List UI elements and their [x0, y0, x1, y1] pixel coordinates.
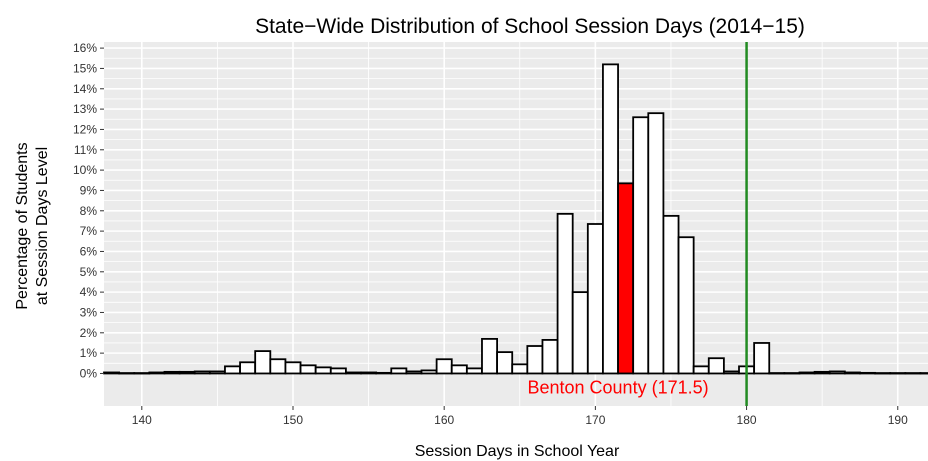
bar — [254, 350, 272, 375]
y-tick-label: 0% — [80, 366, 98, 380]
x-axis-ticks: 140 150 160 170 180 190 — [132, 406, 908, 427]
chart-title: State−Wide Distribution of School Sessio… — [255, 15, 805, 38]
x-tick-label: 160 — [434, 413, 454, 427]
bar — [707, 357, 725, 375]
bar — [224, 365, 241, 375]
bar — [420, 369, 438, 375]
bar — [798, 371, 816, 375]
bar — [843, 371, 861, 375]
bar — [345, 371, 362, 375]
bar — [435, 358, 453, 375]
x-tick-label: 150 — [283, 413, 303, 427]
bar — [390, 367, 408, 375]
y-axis-title-line-1: Percentage of Students — [14, 142, 31, 309]
y-tick-label: 14% — [73, 82, 97, 96]
bar — [889, 372, 907, 375]
bar — [692, 365, 710, 375]
bar — [753, 342, 771, 375]
bar — [859, 371, 876, 375]
grid-lines — [104, 42, 928, 406]
bar-highlight — [617, 182, 635, 375]
bar — [496, 351, 514, 375]
bar — [118, 372, 136, 375]
y-tick-label: 13% — [73, 102, 97, 116]
bar — [148, 371, 166, 375]
bar — [450, 364, 468, 375]
x-tick-label: 180 — [737, 413, 757, 427]
bar — [103, 371, 121, 375]
y-tick-label: 10% — [73, 163, 97, 177]
bar — [904, 372, 922, 375]
x-tick-label: 170 — [585, 413, 605, 427]
bar — [768, 372, 786, 375]
benton-county-annotation: Benton County (171.5) — [527, 378, 708, 398]
y-tick-label: 15% — [73, 61, 97, 75]
bar — [360, 371, 378, 375]
bar — [602, 63, 619, 375]
bar — [813, 370, 831, 375]
bar — [511, 363, 529, 375]
bar — [647, 112, 665, 375]
y-tick-label: 3% — [80, 305, 98, 319]
bar — [284, 361, 302, 375]
y-tick-label: 9% — [80, 183, 98, 197]
bar — [314, 366, 332, 375]
x-axis-title: Session Days in School Year — [415, 443, 620, 460]
bar — [481, 337, 499, 375]
bar — [556, 212, 574, 375]
y-tick-label: 16% — [73, 41, 97, 55]
y-tick-label: 1% — [80, 346, 98, 360]
y-axis-title-line-2: at Session Days Level — [34, 147, 51, 305]
bar — [299, 364, 317, 375]
bar — [269, 358, 287, 375]
bar — [329, 367, 347, 375]
bar — [178, 370, 196, 375]
bar — [919, 372, 928, 375]
plot-panel — [104, 42, 928, 406]
bar — [783, 372, 801, 375]
y-tick-label: 5% — [80, 265, 98, 279]
y-tick-label: 8% — [80, 204, 98, 218]
bar — [874, 372, 892, 375]
bar — [193, 370, 211, 375]
x-tick-label: 140 — [132, 413, 152, 427]
bar — [375, 371, 393, 375]
y-tick-label: 4% — [80, 285, 98, 299]
bar — [541, 339, 559, 375]
bar — [722, 370, 740, 375]
bar — [208, 370, 226, 375]
bar — [586, 223, 604, 375]
bar — [632, 116, 650, 375]
bar — [405, 370, 423, 375]
bar — [677, 236, 695, 375]
bar — [571, 291, 589, 375]
y-axis-ticks: 0% 1% 2% 3% 4% 5% 6% 7% 8% 9% 10% 11% 12% 13% 14% 15% 16… — [73, 41, 104, 380]
bar — [662, 214, 680, 375]
bar — [163, 370, 181, 375]
y-tick-label: 6% — [80, 244, 98, 258]
bar — [526, 345, 544, 375]
bar — [133, 372, 151, 375]
y-tick-label: 7% — [80, 224, 98, 238]
y-tick-label: 11% — [74, 143, 97, 157]
y-axis-title: Percentage of Students at Session Days L… — [14, 142, 51, 309]
bar — [465, 367, 483, 375]
x-tick-label: 190 — [888, 413, 908, 427]
y-tick-label: 2% — [80, 326, 98, 340]
bar — [828, 370, 846, 375]
y-tick-label: 12% — [73, 122, 97, 136]
bar — [239, 361, 257, 375]
